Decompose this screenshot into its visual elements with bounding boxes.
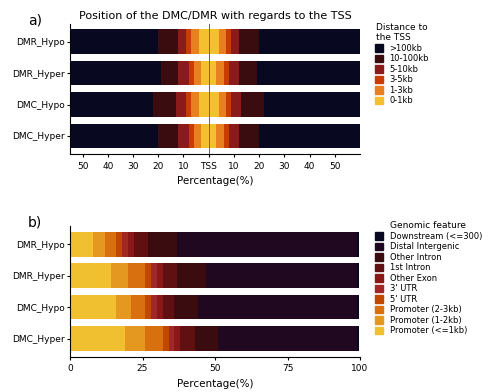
Bar xyxy=(208,92,219,117)
Bar xyxy=(52,92,153,117)
Bar xyxy=(122,232,128,256)
Bar xyxy=(70,263,110,288)
Bar xyxy=(146,263,151,288)
Bar xyxy=(216,61,224,85)
Bar xyxy=(158,29,178,54)
Bar xyxy=(198,92,208,117)
Bar xyxy=(216,124,224,148)
Bar xyxy=(194,61,201,85)
Bar xyxy=(131,295,146,319)
Bar xyxy=(146,326,163,351)
Bar xyxy=(256,61,365,85)
Bar xyxy=(194,124,201,148)
Bar xyxy=(357,295,358,319)
Bar xyxy=(259,124,360,148)
Bar xyxy=(93,232,105,256)
Bar xyxy=(186,29,191,54)
Bar xyxy=(191,92,198,117)
Bar xyxy=(229,61,239,85)
Bar xyxy=(52,61,161,85)
Bar xyxy=(157,295,163,319)
Bar xyxy=(188,61,194,85)
Bar xyxy=(226,92,232,117)
Bar xyxy=(357,263,358,288)
Bar xyxy=(357,232,358,256)
Bar xyxy=(174,295,198,319)
Bar xyxy=(168,326,174,351)
Bar xyxy=(229,124,239,148)
Bar xyxy=(151,295,157,319)
Bar xyxy=(198,295,357,319)
Bar xyxy=(201,61,208,85)
Bar xyxy=(218,326,357,351)
Bar xyxy=(52,29,158,54)
Bar xyxy=(176,92,186,117)
Bar xyxy=(134,232,148,256)
Bar xyxy=(158,124,178,148)
Bar xyxy=(224,124,229,148)
Bar xyxy=(163,263,178,288)
Bar xyxy=(151,263,157,288)
Text: a): a) xyxy=(28,13,42,27)
Bar xyxy=(264,92,365,117)
Bar xyxy=(180,326,194,351)
Bar xyxy=(125,326,146,351)
Bar xyxy=(178,232,357,256)
Bar xyxy=(105,232,117,256)
Bar xyxy=(191,29,198,54)
Bar xyxy=(208,29,219,54)
Bar xyxy=(232,92,241,117)
Bar xyxy=(178,124,188,148)
Bar xyxy=(186,92,191,117)
Bar xyxy=(226,29,232,54)
Bar xyxy=(58,124,158,148)
Legend: >100kb, 10-100kb, 5-10kb, 3-5kb, 1-3kb, 0-1kb: >100kb, 10-100kb, 5-10kb, 3-5kb, 1-3kb, … xyxy=(373,21,430,107)
Bar xyxy=(198,29,208,54)
Bar xyxy=(178,61,188,85)
Bar xyxy=(174,326,180,351)
Bar xyxy=(161,61,178,85)
Bar xyxy=(70,326,125,351)
Bar xyxy=(219,29,226,54)
Bar xyxy=(110,263,128,288)
Bar xyxy=(148,232,178,256)
Bar xyxy=(178,263,206,288)
Bar xyxy=(232,29,239,54)
Bar xyxy=(194,326,218,351)
Title: Position of the DMC/DMR with regards to the TSS: Position of the DMC/DMR with regards to … xyxy=(78,11,351,21)
Bar xyxy=(242,92,264,117)
Bar xyxy=(178,29,186,54)
Bar xyxy=(70,295,116,319)
Bar xyxy=(116,295,131,319)
Bar xyxy=(224,61,229,85)
Bar xyxy=(239,29,259,54)
Bar xyxy=(146,295,151,319)
Bar xyxy=(70,232,93,256)
Bar xyxy=(259,29,365,54)
X-axis label: Percentage(%): Percentage(%) xyxy=(177,379,254,389)
Bar xyxy=(188,124,194,148)
Bar xyxy=(153,92,176,117)
Bar xyxy=(206,263,357,288)
Bar xyxy=(157,263,163,288)
Bar xyxy=(239,61,256,85)
Bar xyxy=(208,61,216,85)
Bar xyxy=(201,124,208,148)
Bar xyxy=(239,124,259,148)
Bar xyxy=(116,232,122,256)
X-axis label: Percentage(%): Percentage(%) xyxy=(177,176,254,186)
Bar xyxy=(208,124,216,148)
Legend: Downstream (<=300), Distal Intergenic, Other Intron, 1st Intron, Other Exon, 3' : Downstream (<=300), Distal Intergenic, O… xyxy=(373,220,484,337)
Text: b): b) xyxy=(28,216,42,230)
Bar xyxy=(128,263,146,288)
Bar xyxy=(128,232,134,256)
Bar xyxy=(357,326,358,351)
Bar xyxy=(219,92,226,117)
Bar xyxy=(163,295,174,319)
Bar xyxy=(163,326,168,351)
